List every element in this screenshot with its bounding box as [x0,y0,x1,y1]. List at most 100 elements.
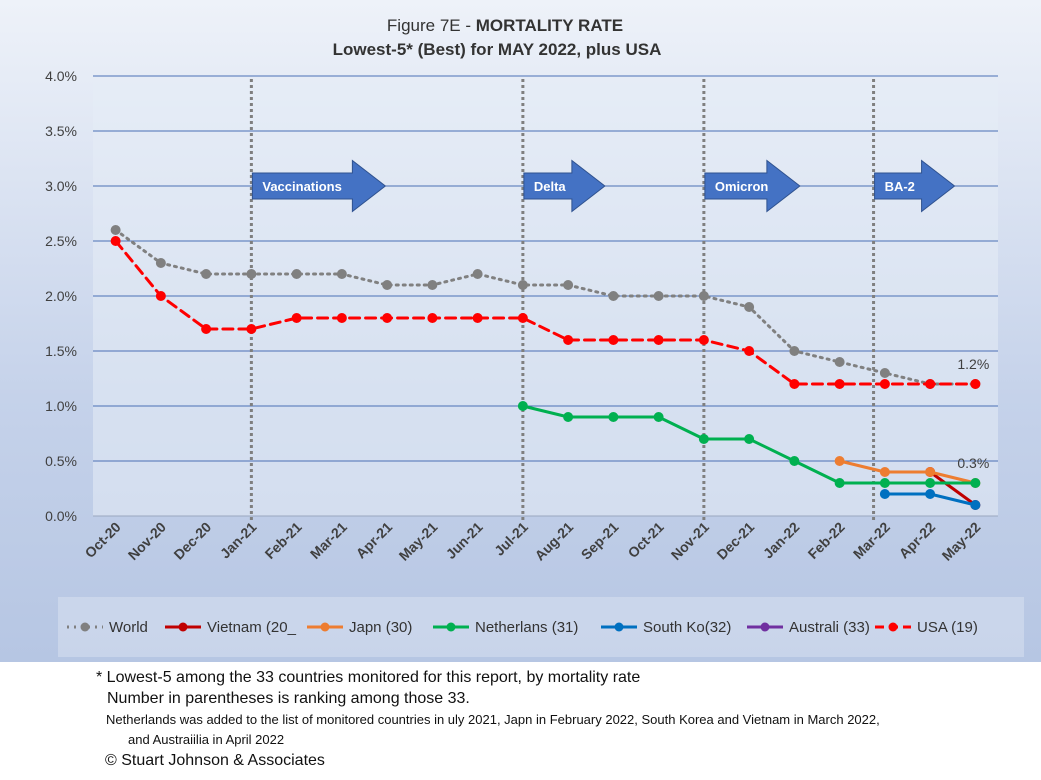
data-point [563,335,574,345]
data-point [879,489,890,499]
legend-label: Netherlans (31) [475,619,578,636]
x-tick-label: Jan-22 [760,519,803,562]
event-lines [249,79,876,522]
data-point [789,456,800,466]
data-point [925,379,936,389]
footnote-3: Netherlands was added to the list of mon… [106,712,880,727]
data-point [834,357,845,367]
series-line [114,228,977,386]
footnotes: * Lowest-5 among the 33 countries monito… [0,662,1041,780]
legend-label: Japn (30) [349,619,412,636]
event-arrow-label: BA-2 [885,179,915,194]
chart-subtitle: Lowest-5* (Best) for MAY 2022, plus USA [333,40,662,59]
end-value-label: 1.2% [957,356,989,372]
y-tick-label: 0.5% [45,453,77,469]
data-point [201,269,212,279]
gridlines [93,75,998,517]
data-point [472,269,483,279]
chart-title-prefix: Figure 7E - [387,16,476,35]
x-tick-label: Oct-20 [82,519,124,561]
data-point [155,258,166,268]
event-arrow-label: Vaccinations [262,179,341,194]
data-point [834,478,845,488]
data-point [698,335,709,345]
data-point [698,434,709,444]
data-point [653,291,664,301]
y-tick-label: 2.0% [45,288,77,304]
event-arrow [704,159,801,213]
data-point [834,456,845,466]
legend-swatch-marker [320,622,330,632]
data-point [879,379,890,389]
data-point [925,478,936,488]
legend-label: Vietnam (20_ [207,619,297,636]
legend-swatch-marker [178,622,188,632]
data-point [517,313,528,323]
y-tick-label: 4.0% [45,68,77,84]
y-tick-label: 1.5% [45,343,77,359]
data-point [291,269,302,279]
x-tick-label: May-22 [939,519,984,564]
legend-swatch-marker [446,622,456,632]
x-tick-label: Jul-21 [491,519,531,559]
legend: World Vietnam (20_ Japn (30) Netherlans (31… [67,619,978,636]
legend-swatch-marker [888,622,898,632]
x-tick-label: Apr-21 [353,519,396,562]
legend-box [58,597,1024,657]
x-tick-label: Feb-21 [262,519,305,562]
data-point [970,500,981,510]
x-tick-label: Jan-21 [217,519,260,562]
x-tick-label: Apr-22 [896,519,939,562]
y-tick-label: 3.5% [45,123,77,139]
data-point [879,368,890,378]
data-point [834,379,845,389]
x-tick-label: Oct-21 [625,519,667,561]
data-point [336,313,347,323]
event-arrow [251,159,387,213]
data-point [925,467,936,477]
data-point [246,269,257,279]
footnote-1: * Lowest-5 among the 33 countries monito… [96,669,641,686]
data-point [789,346,800,356]
event-arrow [874,159,956,213]
event-arrow [523,159,606,213]
data-point [427,280,438,290]
legend-label: World [109,619,148,636]
end-labels: 1.2% 0.3% [957,356,989,471]
footnote-4: and Austraiilia in April 2022 [128,732,285,747]
data-point [789,379,800,389]
data-point [608,412,619,422]
data-point [201,324,212,334]
chart-title: Figure 7E - MORTALITY RATE [387,16,623,35]
data-point [970,478,981,488]
series-line [928,470,977,507]
series-line [114,239,977,386]
data-point [336,269,347,279]
x-tick-label: Nov-21 [668,519,712,563]
data-point [970,379,981,389]
data-point [653,335,664,345]
data-point [472,313,483,323]
data-point [879,467,890,477]
y-tick-label: 0.0% [45,508,77,524]
x-tick-label: Mar-22 [850,519,893,562]
legend-swatch-marker [614,622,624,632]
event-arrow-label: Delta [534,179,567,194]
data-point [879,478,890,488]
data-point [744,434,755,444]
data-point [382,313,393,323]
data-point [291,313,302,323]
chart-panel: Figure 7E - MORTALITY RATE Lowest-5* (Be… [0,0,1041,662]
data-point [744,346,755,356]
y-tick-label: 1.0% [45,398,77,414]
data-point [925,489,936,499]
end-value-label: 0.3% [957,455,989,471]
legend-swatch-marker [760,622,770,632]
x-tick-label: May-21 [396,519,441,564]
x-tick-label: Jun-21 [443,519,486,562]
legend-label: Australi (33) [789,619,870,636]
x-tick-label: Nov-20 [125,519,169,563]
event-arrows: Vaccinations Delta Omicron BA-2 [251,159,956,213]
data-point [698,291,709,301]
data-point [653,412,664,422]
